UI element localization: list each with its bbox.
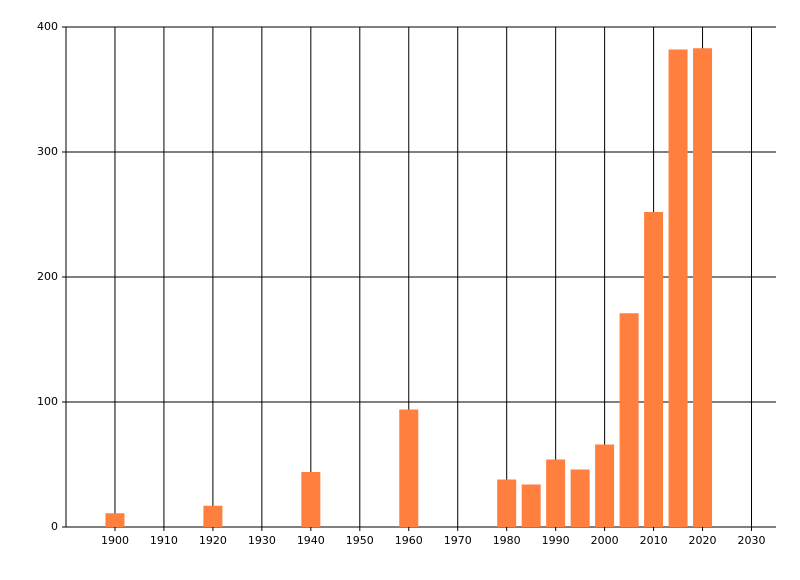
bar: [644, 212, 664, 527]
x-tick-label: 1960: [395, 534, 423, 547]
bar: [595, 444, 615, 527]
y-tick-label: 400: [37, 20, 58, 33]
x-tick-label: 1980: [493, 534, 521, 547]
bar: [693, 48, 713, 527]
x-tick-label: 1990: [542, 534, 570, 547]
bar: [399, 409, 419, 527]
bar: [105, 513, 125, 527]
x-tick-label: 2010: [640, 534, 668, 547]
y-tick-label: 200: [37, 270, 58, 283]
x-tick-label: 1930: [248, 534, 276, 547]
bar: [570, 469, 590, 527]
bar: [668, 49, 688, 527]
x-tick-label: 1950: [346, 534, 374, 547]
x-tick-label: 1910: [150, 534, 178, 547]
bar: [497, 479, 517, 527]
bar: [521, 484, 541, 527]
bar: [546, 459, 566, 527]
x-tick-label: 1940: [297, 534, 325, 547]
y-tick-label: 100: [37, 395, 58, 408]
x-tick-label: 2020: [689, 534, 717, 547]
bar: [301, 472, 321, 527]
x-tick-label: 1920: [199, 534, 227, 547]
x-tick-label: 1970: [444, 534, 472, 547]
x-tick-label: 1900: [101, 534, 129, 547]
bar: [619, 313, 639, 527]
bar: [203, 505, 223, 527]
x-tick-label: 2030: [738, 534, 766, 547]
y-tick-label: 0: [51, 520, 58, 533]
x-tick-label: 2000: [591, 534, 619, 547]
y-tick-label: 300: [37, 145, 58, 158]
